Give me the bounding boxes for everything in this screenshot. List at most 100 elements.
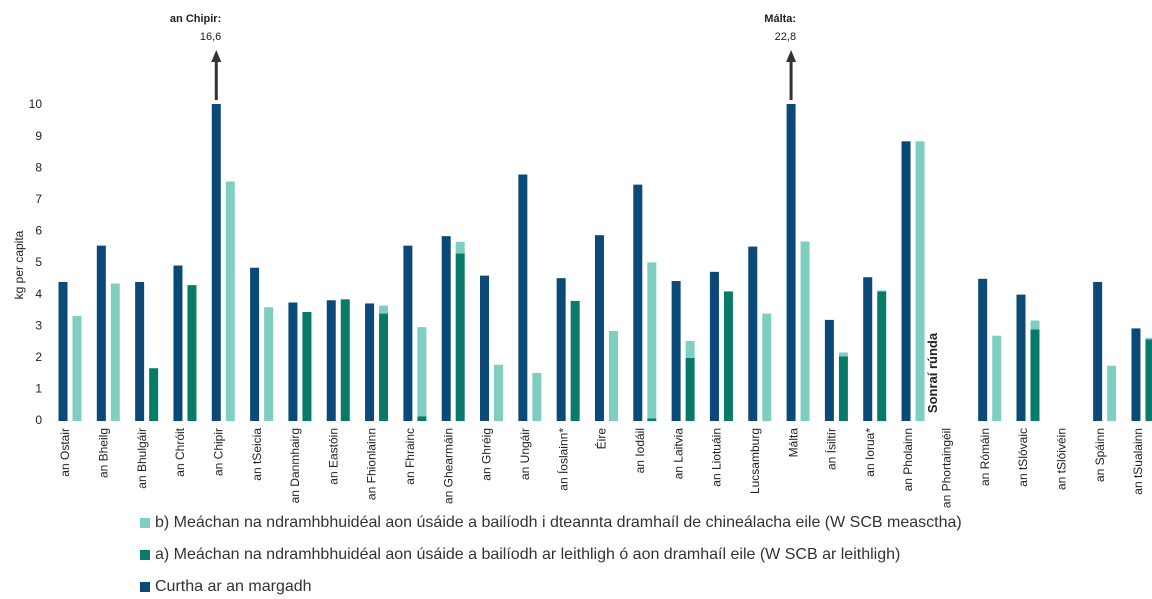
bar — [915, 141, 925, 421]
x-tick-label: an Ghréig — [480, 428, 494, 481]
bar — [250, 267, 260, 421]
bar — [647, 262, 657, 419]
bar — [1016, 294, 1026, 421]
y-tick-label: 2 — [35, 350, 42, 364]
x-tick-label: an Chipir — [211, 428, 225, 476]
note: Sonraí rúnda — [925, 332, 940, 413]
y-tick-label: 0 — [35, 413, 42, 427]
bar — [608, 330, 618, 421]
legend-swatch — [140, 550, 150, 560]
x-tick-label: an Phortaingéil — [940, 428, 954, 508]
bar — [211, 104, 221, 421]
bar — [1145, 339, 1152, 421]
y-tick-label: 4 — [35, 287, 42, 301]
bar — [379, 313, 389, 421]
bar — [685, 357, 695, 421]
annotation: an Chipir: — [170, 13, 221, 25]
bar — [556, 278, 566, 421]
x-tick-label: an Ghearmáin — [441, 428, 455, 504]
bar — [978, 278, 988, 421]
legend-label: Curtha ar an margadh — [155, 578, 312, 595]
bar — [786, 104, 796, 421]
bar — [441, 236, 451, 421]
bar — [570, 300, 580, 421]
bar — [748, 246, 758, 421]
arrow-head — [211, 50, 222, 62]
bar — [494, 364, 504, 421]
x-tick-label: an tSlóivéin — [1054, 428, 1068, 490]
bar — [992, 335, 1002, 421]
y-axis-label: kg per capita — [12, 230, 26, 299]
x-tick-label: Éire — [594, 428, 609, 450]
bar — [365, 303, 375, 421]
x-tick-label: an Laitvia — [671, 428, 685, 480]
legend-swatch — [140, 518, 150, 528]
bar — [838, 352, 848, 357]
bar — [532, 372, 542, 421]
bar — [1131, 328, 1141, 421]
x-tick-label: an Fhrainc — [403, 428, 417, 485]
y-tick-label: 10 — [29, 97, 43, 111]
bar — [824, 319, 834, 421]
bar — [594, 235, 604, 421]
bar — [1107, 365, 1117, 421]
x-tick-label: an Ungáir — [518, 428, 532, 480]
x-tick-label: an tSualainn — [1131, 428, 1145, 495]
x-tick-label: an Bhulgáir — [135, 428, 149, 489]
bar — [96, 245, 106, 421]
bar — [72, 316, 82, 421]
x-tick-label: an Ísiltír — [824, 428, 839, 470]
legend-label: a) Meáchan na ndramhbhuidéal aon úsáide … — [155, 546, 900, 563]
bar — [417, 327, 427, 417]
x-tick-label: an Danmhairg — [288, 428, 302, 503]
bar — [800, 241, 810, 421]
x-tick-label: an Spáinn — [1093, 428, 1107, 482]
bar — [863, 277, 873, 421]
x-tick-label: Málta — [786, 428, 800, 458]
x-tick-label: an Eastóin — [326, 428, 340, 485]
bar — [225, 181, 235, 421]
bar — [326, 300, 336, 421]
bar — [709, 271, 719, 421]
x-tick-label: an Rómáin — [978, 428, 992, 486]
annotation: Málta: — [764, 13, 796, 25]
bar — [302, 311, 312, 421]
plot-area — [58, 104, 1152, 421]
bar — [838, 356, 848, 421]
legend-swatch — [140, 582, 150, 592]
y-tick-label: 8 — [35, 160, 42, 174]
x-tick-label: an Liotuáin — [710, 428, 724, 487]
bar — [723, 291, 733, 421]
x-tick-label: an tSeicia — [250, 428, 264, 481]
bar — [135, 281, 145, 421]
bar — [403, 245, 413, 421]
bar — [455, 241, 465, 254]
bar — [877, 290, 887, 292]
bar — [1145, 337, 1152, 340]
y-tick-label: 7 — [35, 192, 42, 206]
bar — [633, 184, 643, 421]
x-tick-label: an Chróit — [173, 427, 187, 476]
bar — [518, 174, 528, 421]
bar — [877, 291, 887, 421]
y-tick-label: 9 — [35, 129, 42, 143]
bar — [340, 299, 350, 421]
bar — [187, 285, 197, 421]
bar — [110, 283, 120, 421]
bar — [480, 275, 490, 421]
bar — [685, 341, 695, 358]
bar — [901, 141, 911, 421]
bar — [455, 253, 465, 421]
y-tick-label: 6 — [35, 224, 42, 238]
y-tick-label: 1 — [35, 382, 42, 396]
bar — [417, 416, 427, 421]
bar — [1030, 329, 1040, 421]
bar — [647, 418, 657, 421]
x-tick-label: an Fhionlainn — [365, 428, 379, 500]
bar — [58, 281, 68, 421]
bar — [762, 313, 772, 421]
value-label: 22,8 — [775, 31, 796, 43]
x-tick-label: Lucsamburg — [748, 428, 762, 494]
bar — [1093, 281, 1103, 421]
